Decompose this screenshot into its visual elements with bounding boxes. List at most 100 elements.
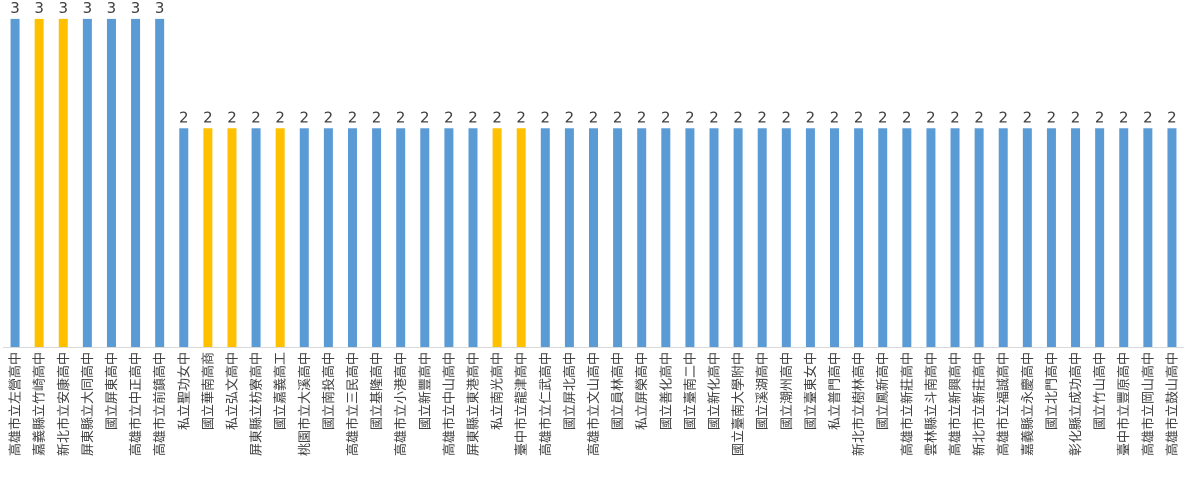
data-label-31: 2 (733, 108, 743, 126)
x-tick-label-36: 新北市立樹林高中 (851, 352, 867, 456)
x-tick-label-38: 高雄市立新莊高中 (899, 352, 915, 456)
data-label-13: 2 (300, 108, 310, 126)
data-label-40: 2 (950, 108, 960, 126)
data-label-16: 2 (372, 108, 382, 126)
bar-42 (998, 128, 1008, 347)
bar-1 (10, 18, 20, 348)
bar-17 (396, 128, 406, 347)
bar-3 (58, 18, 68, 348)
bar-36 (854, 128, 864, 347)
data-label-30: 2 (709, 108, 719, 126)
bar-34 (805, 128, 815, 347)
data-label-38: 2 (902, 108, 912, 126)
bar-33 (781, 128, 791, 347)
x-tick-label-1: 高雄市立左營高中 (8, 352, 24, 456)
x-tick-label-43: 嘉義縣立永慶高中 (1020, 352, 1036, 456)
x-tick-label-8: 私立聖功女中 (176, 352, 192, 430)
data-label-48: 2 (1143, 108, 1153, 126)
bar-29 (685, 128, 695, 347)
data-label-20: 2 (468, 108, 478, 126)
x-tick-label-3: 新北市立安康高中 (56, 352, 72, 456)
data-label-28: 2 (661, 108, 671, 126)
bar-40 (950, 128, 960, 347)
x-tick-label-25: 高雄市立文山高中 (586, 352, 602, 456)
bar-30 (709, 128, 719, 347)
bar-22 (516, 128, 526, 347)
x-tick-label-34: 國立臺東女中 (803, 352, 819, 430)
bar-44 (1046, 128, 1056, 347)
bar-4 (82, 18, 92, 348)
bar-24 (564, 128, 574, 347)
bar-48 (1143, 128, 1153, 347)
bar-15 (347, 128, 357, 347)
bar-27 (637, 128, 647, 347)
data-label-6: 3 (131, 0, 141, 17)
data-label-34: 2 (806, 108, 816, 126)
x-tick-labels-group: 高雄市立左營高中 嘉義縣立竹崎高中 新北市立安康高中 屏東縣立大同高中 國立屏東高中 高雄… (8, 352, 1181, 456)
bar-39 (926, 128, 936, 347)
x-tick-label-5: 國立屏東高中 (104, 352, 120, 430)
x-tick-label-29: 國立臺南二中 (682, 352, 698, 430)
bar-43 (1022, 128, 1032, 347)
data-label-24: 2 (565, 108, 575, 126)
x-tick-label-32: 國立溪湖高中 (755, 352, 771, 430)
x-tick-label-28: 國立善化高中 (658, 352, 674, 430)
data-label-32: 2 (757, 108, 767, 126)
x-tick-label-7: 高雄市立前鎮高中 (152, 352, 168, 456)
bars-group (10, 18, 1177, 348)
data-label-15: 2 (348, 108, 358, 126)
bar-8 (179, 128, 189, 347)
data-label-1: 3 (10, 0, 20, 17)
bar-12 (275, 128, 285, 347)
x-tick-label-10: 私立弘文高中 (224, 352, 240, 430)
bar-26 (613, 128, 623, 347)
x-tick-label-42: 高雄市立福誠高中 (996, 352, 1012, 456)
data-label-39: 2 (926, 108, 936, 126)
data-label-7: 3 (155, 0, 165, 17)
data-label-44: 2 (1047, 108, 1057, 126)
data-label-46: 2 (1095, 108, 1105, 126)
data-label-49: 2 (1167, 108, 1177, 126)
x-tick-label-15: 高雄市立三民高中 (345, 352, 361, 456)
x-tick-label-13: 桃園市立大溪高中 (297, 352, 313, 456)
x-tick-label-30: 國立新化高中 (707, 352, 723, 430)
bar-28 (661, 128, 671, 347)
data-label-25: 2 (589, 108, 599, 126)
bar-9 (203, 128, 213, 347)
bar-41 (974, 128, 984, 347)
x-tick-label-48: 高雄市立岡山高中 (1140, 352, 1156, 456)
data-label-36: 2 (854, 108, 864, 126)
x-tick-label-49: 高雄市立鼓山高中 (1164, 352, 1180, 456)
bar-14 (323, 128, 333, 347)
x-tick-label-9: 國立華南高商 (200, 352, 216, 430)
data-label-37: 2 (878, 108, 888, 126)
bar-6 (131, 18, 141, 348)
data-label-26: 2 (613, 108, 623, 126)
x-tick-label-20: 屏東縣立東港高中 (465, 352, 481, 456)
x-tick-label-6: 高雄市立中正高中 (128, 352, 144, 456)
data-label-45: 2 (1071, 108, 1081, 126)
data-label-22: 2 (516, 108, 526, 126)
x-tick-label-11: 屏東縣立枋寮高中 (249, 352, 265, 456)
bar-13 (299, 128, 309, 347)
x-tick-label-33: 國立潮州高中 (779, 352, 795, 430)
data-label-29: 2 (685, 108, 695, 126)
x-tick-label-27: 私立屏榮高中 (634, 352, 650, 430)
x-tick-label-37: 國立鳳新高中 (875, 352, 891, 430)
x-tick-label-14: 國立南投高中 (321, 352, 337, 430)
x-tick-label-21: 私立南光高中 (490, 352, 506, 430)
data-label-18: 2 (420, 108, 430, 126)
x-tick-label-2: 嘉義縣立竹崎高中 (32, 352, 48, 456)
data-label-41: 2 (974, 108, 984, 126)
bar-37 (878, 128, 888, 347)
data-label-5: 3 (107, 0, 117, 17)
data-labels-group: 3 3 3 3 3 3 32 2 2 2 2 2 2 2 2 2 2 2 2 2 2 2 2 2 2 2 2 2 2 2 2 2 2 2 2 2 2 2 2… (10, 0, 1176, 126)
data-label-9: 2 (203, 108, 213, 126)
data-label-12: 2 (275, 108, 285, 126)
x-tick-label-40: 高雄市立新興高中 (948, 352, 964, 456)
bar-5 (106, 18, 116, 348)
x-tick-label-18: 國立新豐高中 (417, 352, 433, 430)
x-tick-label-23: 高雄市立仁武高中 (538, 352, 554, 456)
data-label-11: 2 (251, 108, 261, 126)
